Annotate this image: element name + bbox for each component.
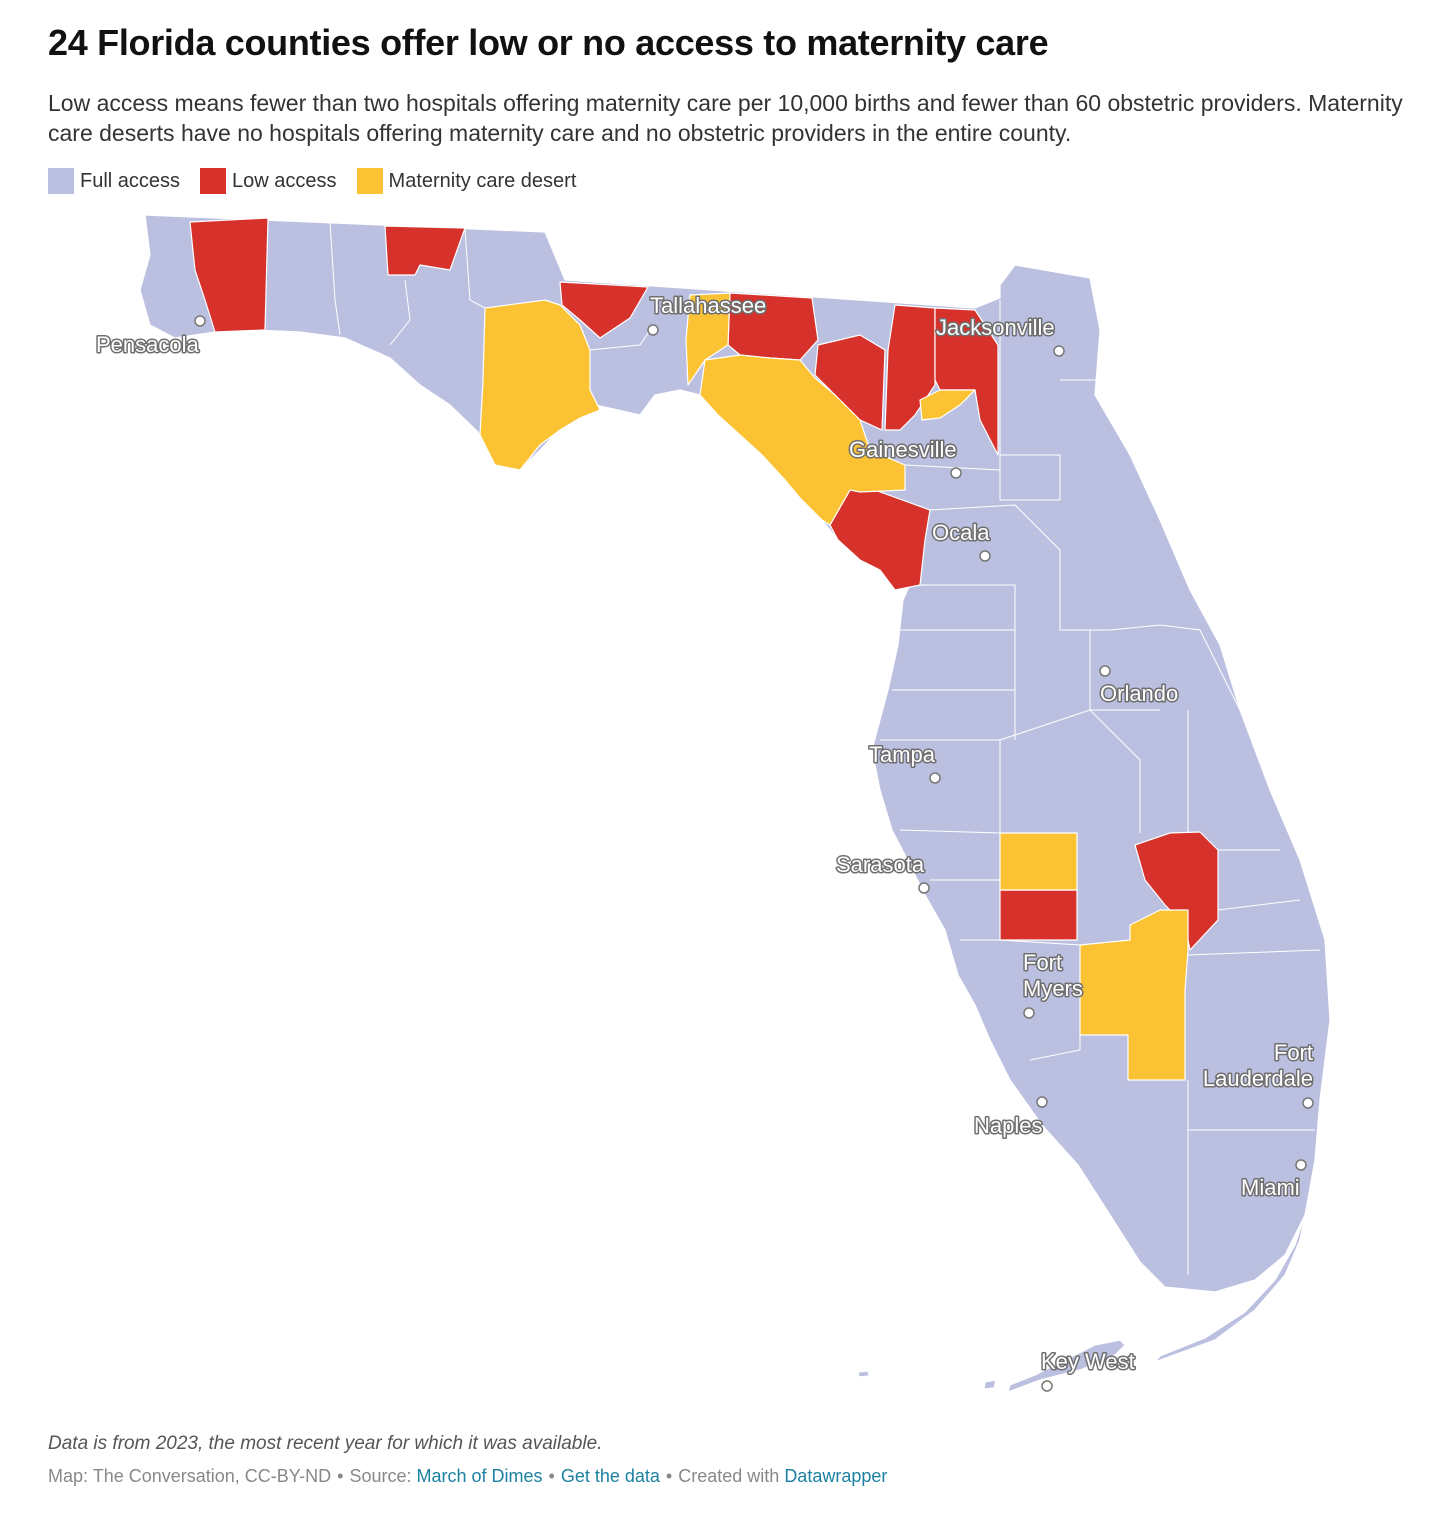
chart-subtitle: Low access means fewer than two hospital…: [48, 90, 1403, 146]
city-marker-orlando: [1099, 665, 1111, 677]
get-the-data-link[interactable]: Get the data: [560, 1466, 660, 1486]
florida-keys: [1007, 1339, 1126, 1393]
data-note: Data is from 2023, the most recent year …: [48, 1433, 603, 1454]
footer-source-prefix: Source:: [349, 1466, 412, 1486]
county-highlands: [999, 889, 1078, 941]
county-gadsden: [559, 281, 649, 339]
chart-title: 24 Florida counties offer low or no acce…: [48, 22, 1049, 63]
city-marker-fort-lauderdale: [1302, 1097, 1314, 1109]
city-label-tampa: Tampa: [869, 742, 936, 767]
county-santa-rosa: [189, 217, 269, 333]
city-label-fort-myers-line2: Myers: [1023, 976, 1083, 1001]
legend-item-full-access: Full access: [48, 168, 180, 194]
florida-keys-upper: [1154, 1214, 1306, 1363]
city-marker-jacksonville: [1053, 345, 1065, 357]
datawrapper-link[interactable]: Datawrapper: [784, 1466, 888, 1486]
legend-label-low-access: Low access: [232, 169, 337, 192]
footer-separator: •: [665, 1466, 673, 1486]
legend-label-full-access: Full access: [80, 169, 181, 192]
legend-swatch-low-access: [200, 168, 227, 194]
county-calhoun-liberty: [479, 299, 601, 471]
city-marker-tampa: [929, 772, 941, 784]
city-markers: Pensacola Tallahassee Jacksonville Gaine…: [95, 292, 1315, 1392]
keys-small-1: [983, 1379, 997, 1390]
legend: Full access Low access Maternity care de…: [48, 168, 596, 194]
city-marker-fort-myers: [1023, 1007, 1035, 1019]
city-marker-key-west: [1041, 1380, 1053, 1392]
city-marker-pensacola: [194, 315, 206, 327]
footer-separator: •: [337, 1466, 344, 1486]
city-label-fort-lauderdale-line2: Lauderdale: [1203, 1066, 1313, 1091]
legend-swatch-full-access: [48, 168, 74, 194]
city-marker-tallahassee: [647, 324, 659, 336]
county-boundaries: [329, 221, 1321, 1275]
city-marker-miami: [1295, 1159, 1307, 1171]
city-label-gainesville: Gainesville: [849, 437, 957, 462]
dry-tortugas: [857, 1370, 870, 1378]
footer-created-prefix: Created with: [678, 1466, 780, 1486]
county-okeechobee: [1134, 831, 1219, 951]
county-union: [919, 389, 976, 421]
florida-county-map: Pensacola Tallahassee Jacksonville Gaine…: [95, 214, 1331, 1393]
city-label-miami: Miami: [1241, 1175, 1300, 1200]
city-label-pensacola: Pensacola: [96, 332, 200, 357]
city-marker-sarasota: [918, 882, 930, 894]
city-label-fort-lauderdale-line1: Fort: [1274, 1040, 1313, 1065]
city-label-orlando: Orlando: [1100, 681, 1178, 706]
source-link[interactable]: March of Dimes: [416, 1466, 543, 1486]
county-suwannee: [814, 334, 886, 431]
city-label-naples: Naples: [974, 1113, 1042, 1138]
city-marker-gainesville: [950, 467, 962, 479]
county-taylor-dixie-lafayette: [699, 354, 906, 526]
legend-label-desert: Maternity care desert: [388, 169, 577, 192]
city-marker-ocala: [979, 550, 991, 562]
city-marker-naples: [1036, 1096, 1048, 1108]
footer-credit: Map: The Conversation, CC-BY-ND: [48, 1466, 332, 1486]
county-levy: [829, 489, 931, 591]
legend-swatch-desert: [356, 168, 383, 194]
city-label-ocala: Ocala: [932, 520, 990, 545]
footer-separator: •: [548, 1466, 555, 1486]
legend-item-low-access: Low access: [200, 168, 337, 194]
city-label-fort-myers-line1: Fort: [1023, 950, 1062, 975]
legend-item-desert: Maternity care desert: [356, 168, 577, 194]
city-label-key-west: Key West: [1041, 1349, 1135, 1374]
county-baker: [934, 307, 999, 456]
county-holmes: [384, 225, 466, 276]
city-label-sarasota: Sarasota: [836, 852, 925, 877]
city-label-jacksonville: Jacksonville: [936, 315, 1055, 340]
florida-state-shape: [139, 214, 1331, 1393]
county-glades-hendry: [1079, 909, 1189, 1081]
county-hardee: [999, 832, 1078, 891]
city-label-tallahassee: Tallahassee: [650, 293, 766, 318]
footer: Map: The Conversation, CC-BY-ND • Source: …: [48, 1466, 887, 1487]
